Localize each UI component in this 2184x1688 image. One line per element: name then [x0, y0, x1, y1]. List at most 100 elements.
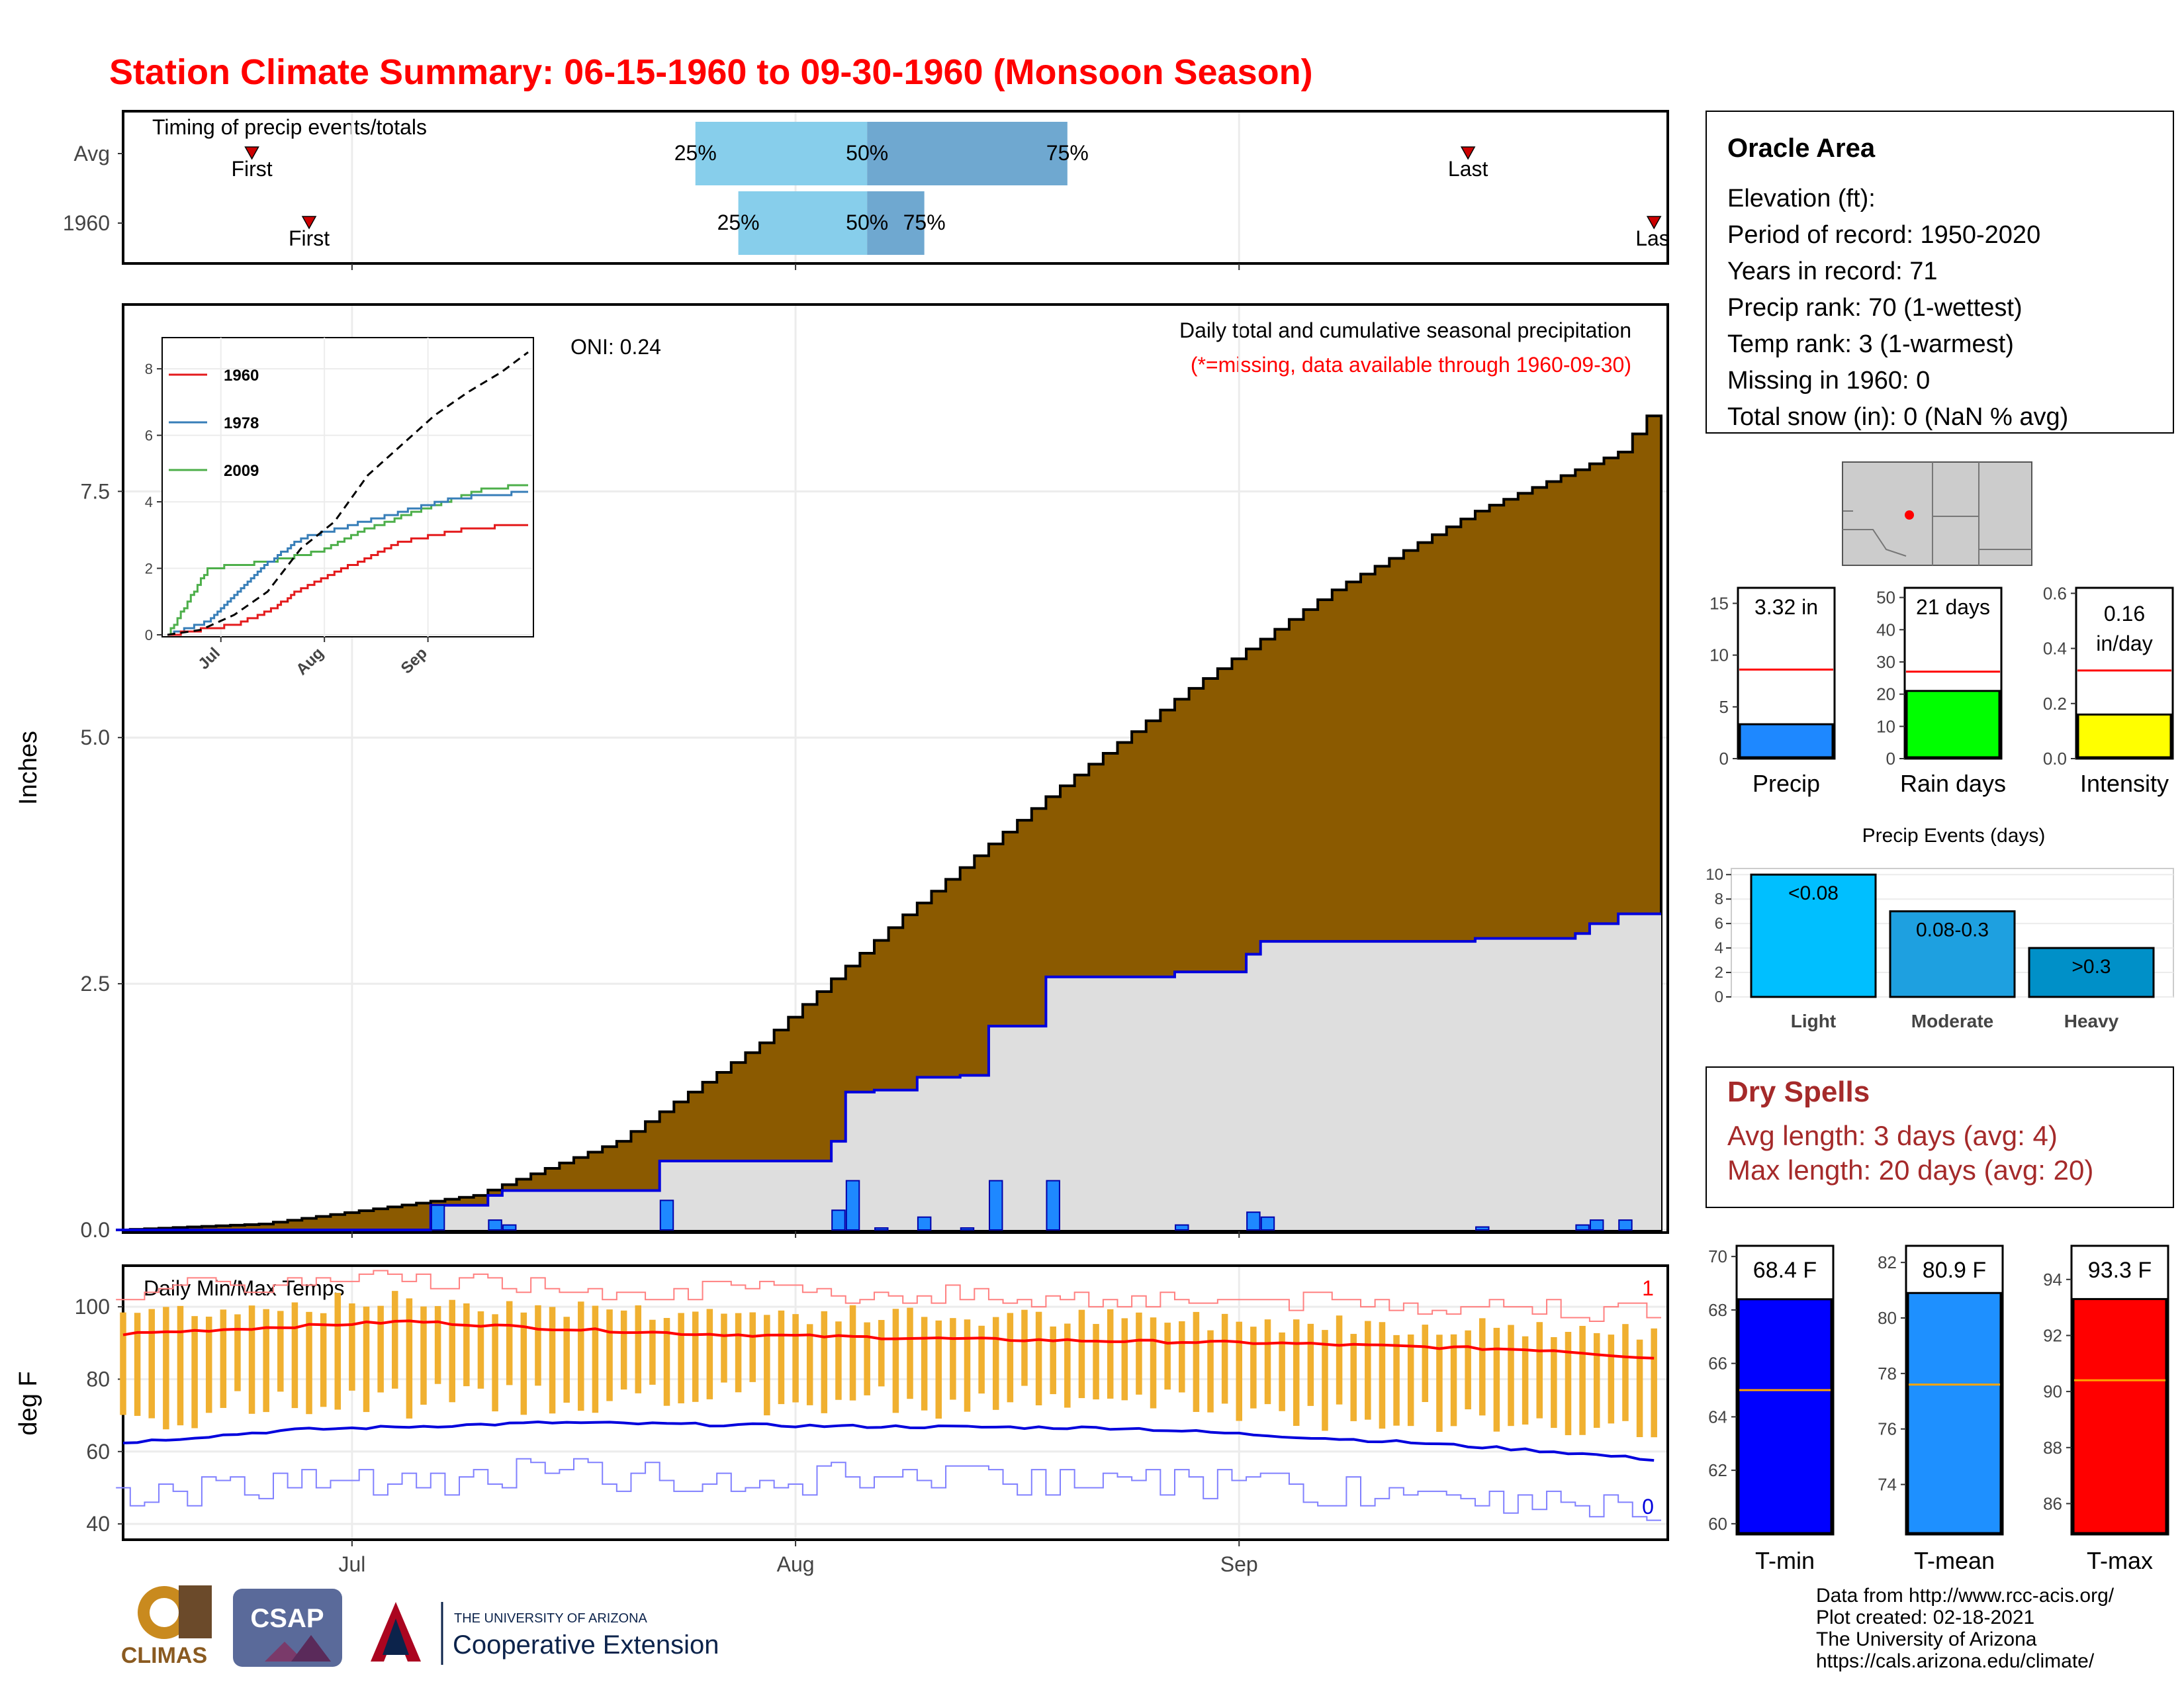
oni-label: ONI: 0.24	[570, 335, 661, 359]
temp-bar-ytick-label: 88	[2043, 1438, 2062, 1458]
station-info-line: Period of record: 1950-2020	[1727, 221, 2040, 249]
mini-bar-value-label: 21 days	[1916, 595, 1990, 619]
events-title: Precip Events (days)	[1862, 825, 2046, 847]
daily-temp-bar	[535, 1305, 541, 1386]
events-ytick-label: 0	[1715, 988, 1723, 1006]
daily-temp-bar	[1450, 1334, 1457, 1427]
events-bar	[1750, 873, 1877, 998]
dry-spells-max: Max length: 20 days (avg: 20)	[1727, 1154, 2093, 1186]
inset-legend-label: 1978	[224, 414, 259, 432]
daily-precip-bar	[831, 1209, 846, 1231]
daily-temp-bar	[849, 1305, 856, 1401]
events-category-label: Moderate	[1911, 1011, 1993, 1031]
daily-temp-bar	[706, 1309, 713, 1399]
mini-bar-ytick-label: 5	[1719, 697, 1729, 717]
daily-temp-bar	[878, 1320, 885, 1387]
inset-ytick-label: 4	[145, 494, 153, 510]
mini-bar-value	[1739, 723, 1834, 759]
inset-ytick-label: 2	[145, 561, 153, 577]
timing-bar-50-75	[867, 122, 1068, 185]
daily-precip-bar	[1618, 1219, 1633, 1231]
temp-summary-bar: 86 88 90 92 94 93.3 F T-max	[2043, 1244, 2169, 1574]
daily-temp-bar	[1508, 1325, 1514, 1427]
timing-bar-25-50	[738, 191, 868, 255]
mini-bar-chart: 0 5 10 15 3.32 in Precip	[1709, 586, 1836, 797]
temp-bar-ytick-label: 70	[1708, 1246, 1727, 1266]
mini-bar-ytick-label: 30	[1876, 652, 1895, 672]
mini-bar-ytick-label: 10	[1709, 645, 1729, 665]
footer-credits: Data from http://www.rcc-acis.org/Plot c…	[1816, 1585, 2115, 1672]
inset-ytick-label: 6	[145, 428, 153, 444]
avg-tmin-line	[122, 1421, 1655, 1462]
avg-tmax-line	[122, 1319, 1655, 1360]
daily-temp-bar	[320, 1313, 327, 1407]
daily-temp-bar	[1422, 1325, 1429, 1403]
events-bar-label: >0.3	[2071, 956, 2111, 978]
temp-bar-ytick-label: 78	[1878, 1364, 1897, 1383]
daily-temp-bar	[1193, 1311, 1200, 1412]
inset-ytick-label: 8	[145, 361, 153, 377]
record-min-line	[116, 1458, 1661, 1521]
daily-temp-bar	[449, 1299, 455, 1403]
temp-xtick-label: Sep	[1220, 1552, 1258, 1576]
mini-bar-ytick-label: 0.0	[2043, 749, 2067, 769]
coop-ext-text: Cooperative Extension	[453, 1630, 719, 1660]
daily-temp-bar	[1365, 1321, 1371, 1420]
daily-temp-bar	[1536, 1322, 1543, 1419]
daily-temp-bar	[606, 1309, 613, 1401]
daily-temp-bar	[1093, 1324, 1099, 1400]
precip-panel-subtitle: (*=missing, data available through 1960-…	[1191, 353, 1631, 377]
temp-xtick-label: Aug	[777, 1552, 815, 1576]
daily-temp-bar	[263, 1309, 269, 1413]
timing-first-marker	[301, 216, 317, 230]
daily-temp-bar	[406, 1298, 413, 1419]
temp-ytick-label: 60	[86, 1440, 110, 1464]
temp-bar-ytick-label: 76	[1878, 1419, 1897, 1439]
daily-temp-bar	[334, 1293, 341, 1410]
events-ytick-label: 4	[1715, 939, 1723, 957]
mini-bar-ytick-label: 20	[1876, 684, 1895, 704]
daily-temp-bar	[563, 1317, 570, 1403]
daily-temp-bar	[907, 1307, 913, 1399]
daily-temp-bar	[1465, 1330, 1471, 1410]
mini-bar-ytick-label: 40	[1876, 620, 1895, 639]
daily-temp-bar	[649, 1319, 656, 1385]
daily-temp-bar	[592, 1305, 599, 1413]
temp-bar-label: T-max	[2087, 1547, 2153, 1574]
chart-title: Station Climate Summary: 06-15-1960 to 0…	[109, 52, 1313, 92]
daily-temp-bar	[1078, 1309, 1085, 1399]
precip-ylabel: Inches	[15, 731, 42, 805]
daily-temp-bar	[620, 1310, 627, 1390]
daily-precip-bar	[845, 1180, 860, 1231]
tmax-count: 1	[1642, 1276, 1654, 1300]
daily-temp-bar	[434, 1306, 441, 1384]
events-bar-label: 0.08-0.3	[1916, 919, 1989, 941]
events-category-label: Heavy	[2064, 1011, 2119, 1031]
daily-temp-bar	[1035, 1311, 1042, 1405]
obs-cumulative-line	[116, 912, 1661, 1231]
precip-panel-title: Daily total and cumulative seasonal prec…	[1179, 318, 1631, 342]
inset-series-1960	[167, 524, 528, 636]
mini-bar-label: Rain days	[1900, 770, 2006, 797]
daily-precip-bar	[1575, 1224, 1590, 1231]
daily-temp-bar	[492, 1314, 498, 1412]
timing-title: Timing of precip events/totals	[152, 115, 427, 139]
locator-map	[1842, 461, 2032, 566]
daily-temp-bar	[778, 1310, 785, 1405]
daily-temp-bar	[1608, 1335, 1615, 1424]
climas-logo-text: CLIMAS	[121, 1643, 207, 1668]
daily-temp-bar	[549, 1307, 556, 1414]
daily-temp-bar	[749, 1312, 756, 1382]
station-info-line: Precip rank: 70 (1-wettest)	[1727, 294, 2023, 322]
daily-temp-bar	[120, 1312, 126, 1415]
mini-bar-ytick-label: 0	[1886, 749, 1895, 769]
mini-bar-ytick-label: 0.4	[2043, 639, 2067, 659]
precip-ytick-label: 7.5	[81, 479, 110, 503]
timing-p25-label: 25%	[717, 211, 760, 234]
daily-temp-bar	[1136, 1312, 1142, 1395]
mini-bar-chart: 0 10 20 30 40 50 21 days Rain days	[1876, 586, 2006, 797]
daily-temp-bar	[377, 1305, 384, 1393]
daily-temp-bar	[1551, 1336, 1557, 1429]
dry-spells-avg: Avg length: 3 days (avg: 4)	[1727, 1120, 2058, 1151]
mini-bar-label: Precip	[1752, 770, 1820, 797]
